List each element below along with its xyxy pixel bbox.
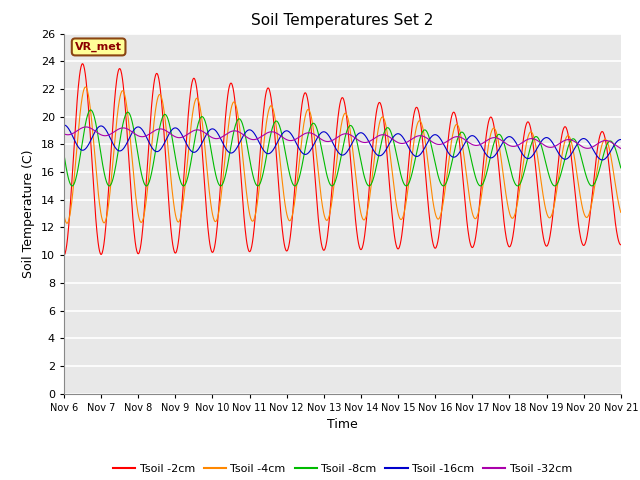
Text: VR_met: VR_met xyxy=(75,42,122,52)
Legend: Tsoil -2cm, Tsoil -4cm, Tsoil -8cm, Tsoil -16cm, Tsoil -32cm: Tsoil -2cm, Tsoil -4cm, Tsoil -8cm, Tsoi… xyxy=(108,459,577,478)
Title: Soil Temperatures Set 2: Soil Temperatures Set 2 xyxy=(252,13,433,28)
Y-axis label: Soil Temperature (C): Soil Temperature (C) xyxy=(22,149,35,278)
X-axis label: Time: Time xyxy=(327,418,358,431)
